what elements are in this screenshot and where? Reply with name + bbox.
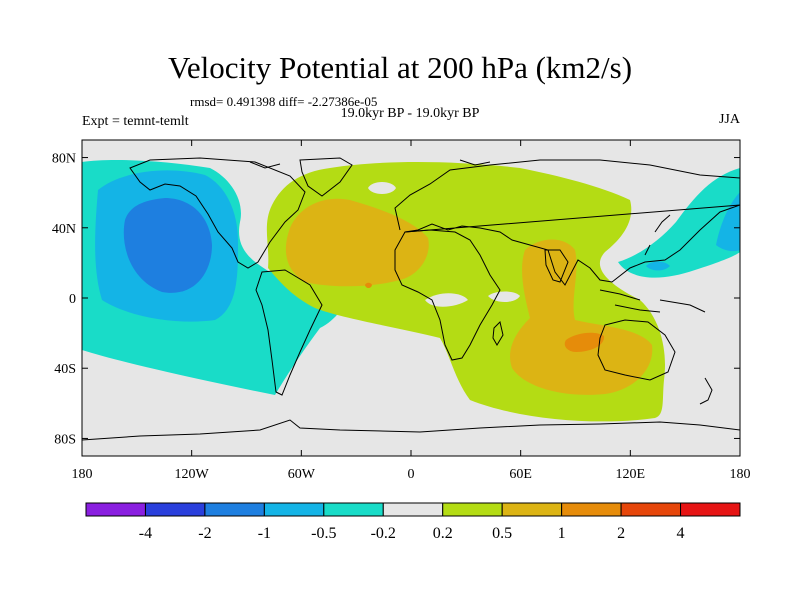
longitude-axis: 180 120W 60W 0 60E 120E 180 (72, 140, 751, 482)
colorbar-swatch (442, 502, 503, 517)
lat-tick-label: 80S (54, 432, 76, 447)
experiment-label: Expt = temnt-temlt (82, 114, 189, 129)
lon-tick-label: 120E (616, 467, 646, 482)
colorbar-swatch (323, 502, 384, 517)
contour-neg-high-pacific (123, 198, 212, 293)
coastline-greenland (299, 157, 353, 197)
season-label: JJA (718, 112, 740, 127)
colorbar-label: -2 (198, 525, 211, 542)
coastlines (82, 157, 740, 441)
latitude-axis: 80N 40N 0 40S 80S (52, 152, 740, 447)
coastline-south-america (255, 269, 323, 396)
lat-tick-label: 40N (52, 222, 76, 237)
contour-pos-high-atlantic (365, 282, 372, 288)
colorbar-swatch (620, 502, 682, 517)
contour-fields (82, 160, 740, 422)
contour-hole-africa (488, 291, 520, 302)
coastline-antarctica (82, 419, 740, 441)
colorbar-swatch (382, 502, 444, 517)
lat-tick-label: 0 (69, 292, 76, 307)
lon-tick-label: 180 (730, 467, 751, 482)
coastline-eurasia (394, 159, 740, 286)
coastline-arctic-islands (249, 159, 491, 169)
coastline-africa (394, 229, 501, 361)
colorbar: -4 -2 -1 -0.5 -0.2 0.2 0.5 1 2 4 (85, 502, 741, 542)
colorbar-label: 1 (558, 525, 566, 542)
coastline-indonesia (599, 289, 706, 313)
colorbar-label: -0.2 (371, 525, 396, 542)
coastline-india (544, 249, 569, 283)
rmsd-diff-stats: rmsd= 0.491398 diff= -2.27386e-05 (190, 94, 378, 109)
coastline-madagascar (492, 321, 504, 346)
lon-tick-label: 0 (408, 467, 415, 482)
contour-hole-north (368, 182, 396, 194)
map-title: Velocity Potential at 200 hPa (km2/s) (167, 50, 633, 85)
lon-tick-label: 60E (509, 467, 532, 482)
lon-tick-label: 60W (288, 467, 316, 482)
contour-pos-mid-indian (510, 239, 653, 395)
lon-tick-label: 120W (175, 467, 210, 482)
colorbar-swatch (561, 502, 622, 517)
coastline-north-america (129, 157, 306, 269)
colorbar-swatch (204, 502, 265, 517)
colorbar-label: 2 (617, 525, 625, 542)
colorbar-label: 0.2 (433, 525, 453, 542)
colorbar-label: -1 (258, 525, 271, 542)
contour-neg-low-wpacific (618, 168, 740, 278)
lon-tick-label: 180 (72, 467, 93, 482)
colorbar-swatch (263, 502, 325, 517)
colorbar-swatch (144, 502, 206, 517)
coastline-australia (597, 319, 676, 381)
contour-pos-mid-atlantic (285, 198, 429, 287)
time-period: 19.0kyr BP - 19.0kyr BP (340, 106, 480, 121)
coastline-new-zealand (699, 377, 713, 405)
colorbar-swatch (680, 502, 741, 517)
contour-pos-high-australia (564, 332, 605, 352)
colorbar-swatch (501, 502, 563, 517)
contour-hole-atlantic (425, 293, 468, 307)
colorbar-label: -0.5 (311, 525, 336, 542)
lat-tick-label: 80N (52, 152, 76, 167)
colorbar-label: 0.5 (492, 525, 512, 542)
colorbar-swatch (85, 502, 146, 517)
lat-tick-label: 40S (54, 362, 76, 377)
coastline-japan (644, 214, 671, 256)
colorbar-label: -4 (139, 525, 152, 542)
contour-neg-mid-wpacific-small (646, 261, 670, 271)
colorbar-label: 4 (677, 525, 685, 542)
